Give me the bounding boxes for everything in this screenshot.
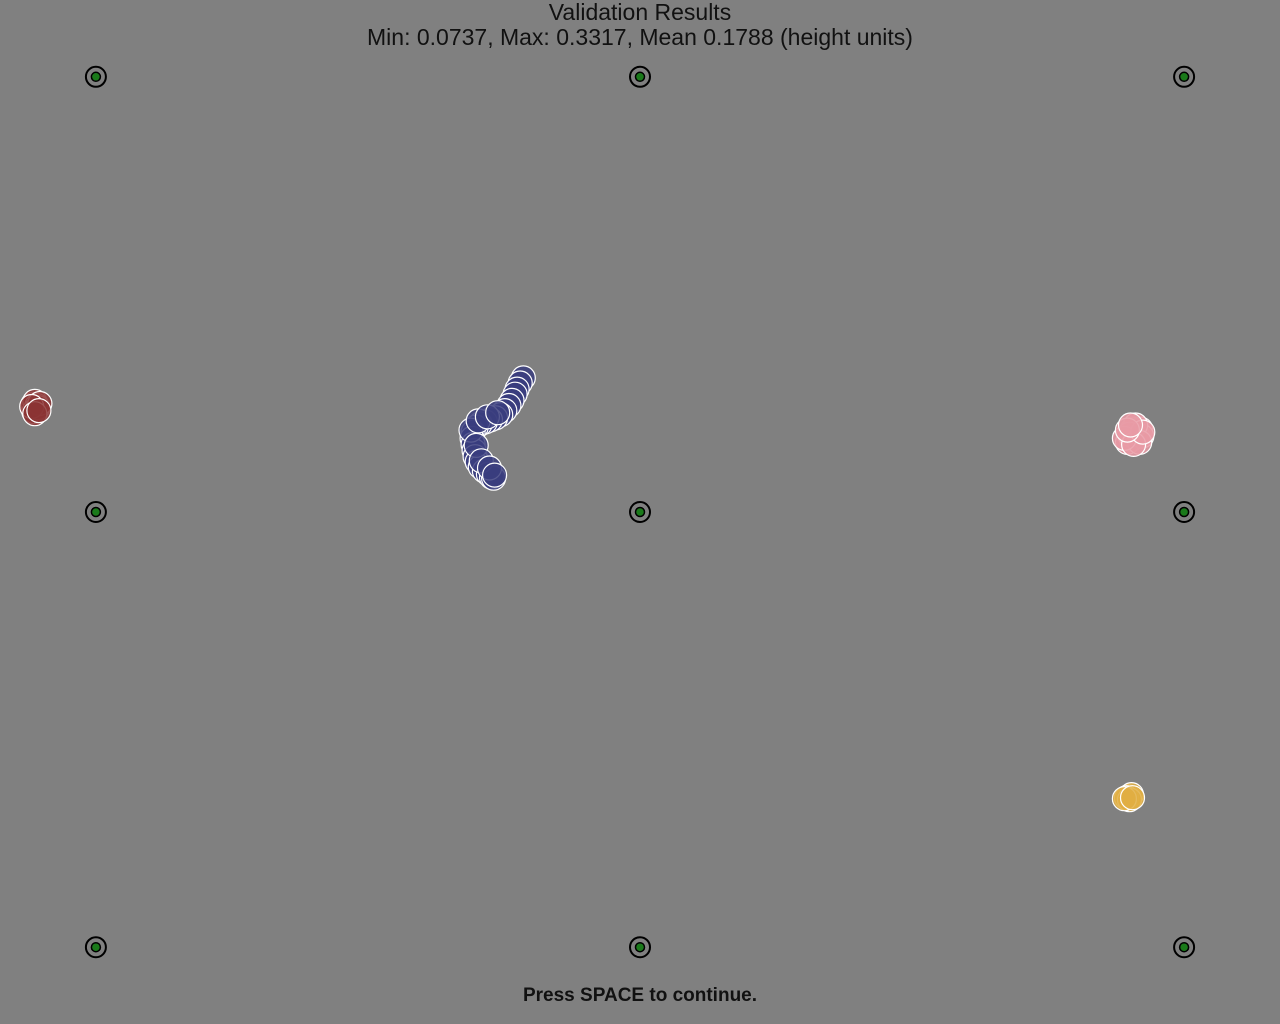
validation-target (629, 501, 651, 523)
gaze-sample-series (458, 365, 536, 491)
gaze-sample-series (1111, 781, 1146, 813)
validation-target (1173, 501, 1196, 523)
gaze-sample-series (19, 388, 53, 427)
target-ring (629, 936, 651, 959)
validation-target (1173, 936, 1196, 959)
target-ring (1173, 936, 1196, 959)
target-center (90, 71, 102, 83)
target-ring (84, 501, 107, 523)
target-center (1178, 506, 1190, 518)
target-ring (629, 501, 651, 523)
gaze-sample-point (1119, 785, 1146, 811)
target-center (1178, 71, 1190, 83)
gaze-sample-point (26, 398, 52, 424)
gaze-sample-point (485, 400, 511, 426)
page-title: Validation Results (548, 0, 732, 25)
validation-target (84, 501, 107, 523)
validation-stats: Min: 0.0737, Max: 0.3317, Mean 0.1788 (h… (367, 24, 913, 50)
target-center (634, 941, 646, 953)
continue-prompt: Press SPACE to continue. (522, 985, 758, 1006)
target-center (634, 506, 646, 518)
target-ring (1173, 501, 1196, 523)
validation-targets-layer (84, 65, 1196, 959)
gaze-sample-point (1117, 412, 1144, 438)
target-ring (629, 65, 651, 88)
gaze-samples-layer (19, 365, 1156, 813)
validation-target (629, 936, 651, 959)
target-center (90, 941, 102, 953)
target-ring (84, 65, 107, 88)
validation-target (629, 65, 651, 88)
gaze-sample-series (1111, 412, 1156, 457)
target-ring (84, 936, 107, 959)
validation-target (84, 65, 107, 88)
validation-target (1173, 65, 1196, 88)
validation-target (84, 936, 107, 959)
target-center (90, 506, 102, 518)
target-center (634, 71, 646, 83)
gaze-sample-point (482, 462, 508, 488)
target-center (1178, 941, 1190, 953)
target-ring (1173, 65, 1196, 88)
